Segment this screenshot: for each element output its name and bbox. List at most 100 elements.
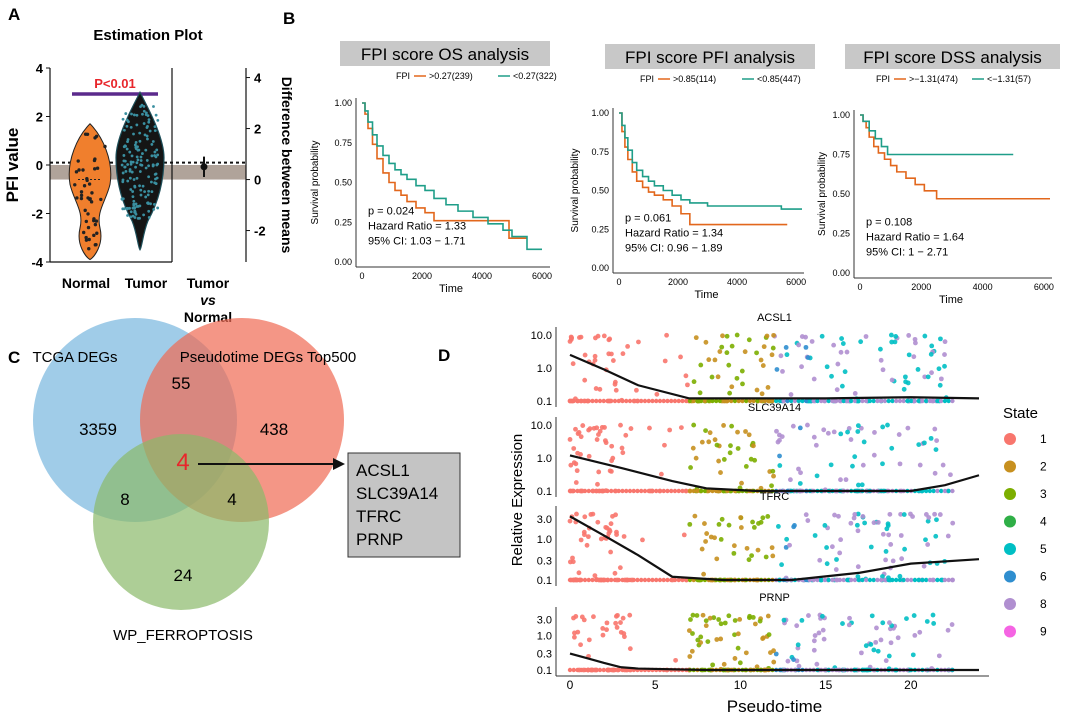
tumor-point — [138, 131, 142, 135]
baseline-point — [575, 398, 580, 404]
tumor-point — [133, 113, 136, 117]
baseline-point — [717, 398, 723, 404]
cell-point — [691, 379, 697, 385]
baseline-point — [710, 398, 715, 404]
normal-point — [81, 168, 85, 172]
cell-point — [593, 386, 599, 391]
cell-point — [614, 625, 620, 630]
gene-label: ACSL1 — [356, 461, 410, 480]
baseline-point — [609, 577, 614, 583]
cell-point — [855, 528, 861, 534]
cell-point — [716, 521, 722, 527]
cell-point — [763, 554, 769, 560]
baseline-point — [669, 398, 674, 404]
cell-point — [769, 352, 775, 358]
cell-point — [911, 613, 917, 618]
cell-point — [712, 357, 718, 363]
right-tick-label: -2 — [254, 224, 266, 239]
cell-point — [861, 439, 867, 445]
cell-point — [862, 520, 868, 526]
tumor-point — [139, 193, 143, 197]
cell-point — [780, 368, 785, 374]
cell-point — [777, 463, 783, 468]
cell-point — [724, 333, 730, 339]
region-tcga-ferro: 8 — [120, 490, 129, 509]
baseline-point — [792, 398, 798, 404]
cell-point — [925, 542, 931, 547]
baseline-point — [590, 577, 595, 583]
cell-point — [878, 357, 884, 363]
tumor-point — [135, 123, 139, 127]
normal-point — [87, 247, 91, 251]
tumor-point — [153, 125, 157, 129]
cell-point — [727, 450, 733, 456]
cell-point — [805, 518, 811, 523]
cell-point — [766, 632, 772, 638]
tumor-point — [153, 150, 157, 154]
cell-point — [775, 524, 781, 529]
baseline-point — [650, 577, 655, 583]
cell-point — [678, 425, 684, 431]
cell-point — [573, 426, 578, 432]
cell-point — [785, 658, 791, 664]
baseline-point — [579, 398, 584, 404]
stat-annotation: p = 0.024 — [368, 205, 414, 217]
baseline-point — [852, 398, 858, 404]
y-tick-label: 0.1 — [537, 665, 552, 677]
baseline-point — [890, 398, 895, 404]
cell-point — [600, 632, 606, 638]
cell-point — [852, 391, 858, 396]
tumor-point — [121, 117, 125, 121]
baseline-point — [736, 398, 741, 404]
cell-point — [707, 430, 713, 436]
baseline-point — [729, 398, 734, 404]
cell-point — [803, 512, 809, 518]
set-label-ferroptosis: WP_FERROPTOSIS — [113, 627, 253, 644]
cell-point — [610, 358, 616, 363]
cell-point — [693, 455, 699, 461]
cell-point — [601, 333, 607, 339]
tumor-point — [125, 147, 129, 151]
tumor-point — [154, 182, 158, 185]
baseline-point — [657, 398, 663, 404]
cell-point — [577, 335, 582, 340]
tumor-point — [125, 207, 129, 211]
normal-point — [79, 193, 84, 198]
cell-point — [850, 463, 855, 469]
cell-point — [845, 429, 850, 435]
baseline-point — [579, 577, 584, 583]
baseline-point — [908, 577, 914, 583]
trend-line — [569, 454, 980, 493]
cell-point — [814, 661, 820, 667]
cell-point — [754, 350, 759, 356]
baseline-point — [942, 577, 948, 583]
cell-point — [797, 481, 803, 486]
cell-point — [567, 559, 573, 565]
cell-point — [799, 334, 805, 339]
baseline-point — [590, 398, 595, 404]
cell-point — [612, 381, 618, 387]
normal-point — [92, 158, 97, 163]
baseline-point — [744, 398, 749, 404]
y-tick-label: 3.0 — [537, 614, 552, 626]
baseline-point — [571, 398, 576, 404]
baseline-point — [650, 488, 655, 494]
legend-swatch — [1004, 625, 1016, 638]
x-label-normal: Normal — [62, 275, 110, 291]
baseline-point — [815, 398, 820, 404]
baseline-point — [635, 577, 640, 583]
baseline-point — [654, 488, 659, 494]
baseline-point — [875, 577, 880, 583]
cell-point — [698, 362, 704, 368]
cell-point — [620, 351, 626, 357]
baseline-point — [609, 667, 614, 673]
cell-point — [806, 613, 811, 618]
tumor-point — [124, 112, 128, 115]
tumor-point — [139, 188, 143, 192]
cell-point — [838, 537, 844, 543]
normal-point — [94, 219, 99, 223]
cell-point — [878, 637, 884, 643]
cell-point — [887, 620, 892, 626]
cell-point — [904, 616, 909, 621]
cell-point — [760, 363, 766, 368]
